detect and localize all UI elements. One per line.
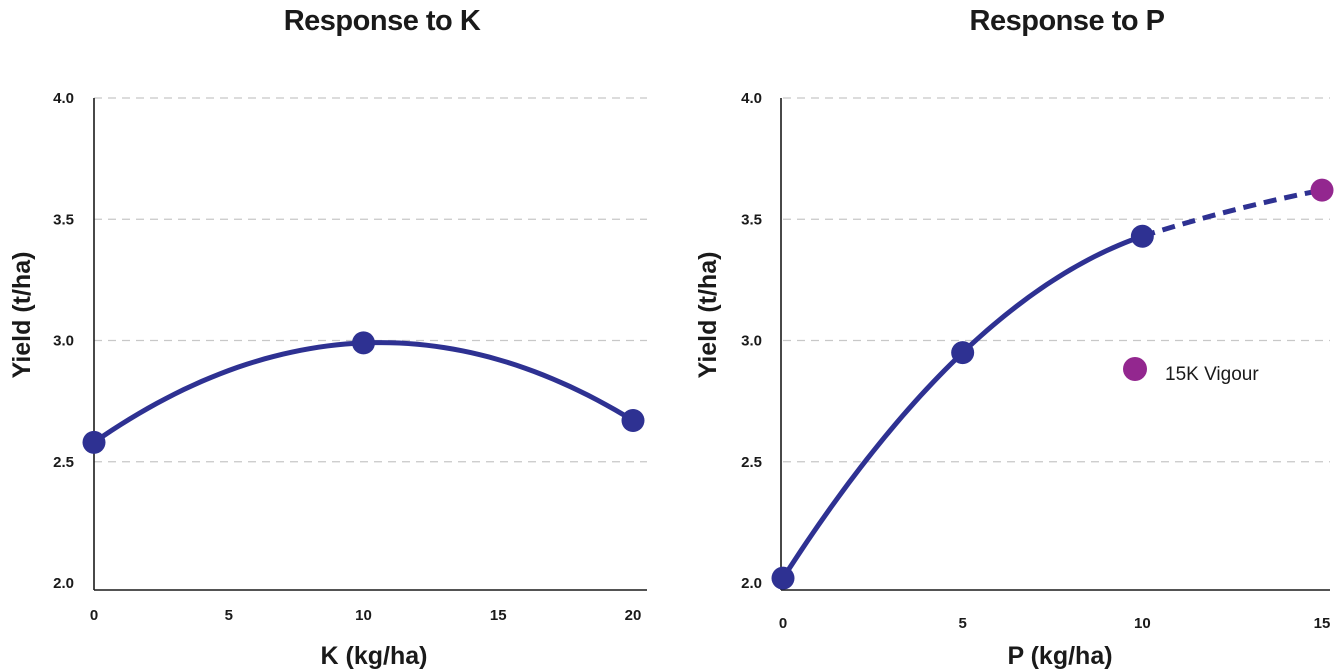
x-tick-label-p: 0 bbox=[779, 615, 787, 632]
series-extrapolation-p bbox=[1141, 187, 1323, 239]
data-point-p bbox=[1130, 224, 1154, 248]
x-tick-label-k: 20 bbox=[625, 607, 642, 624]
x-tick-label-k: 15 bbox=[490, 607, 507, 624]
y-tick-label-k: 2.5 bbox=[53, 454, 74, 471]
chart-title-p: Response to P bbox=[970, 5, 1165, 37]
data-point-k bbox=[352, 331, 375, 355]
y-tick-label-k: 3.5 bbox=[53, 211, 74, 228]
legend-label-15k-vigour: 15K Vigour bbox=[1165, 364, 1259, 385]
highlight-point-15k-vigour bbox=[1310, 178, 1334, 202]
chart-title-k: Response to K bbox=[284, 5, 481, 37]
x-axis-label-p: P (kg/ha) bbox=[1007, 642, 1112, 670]
data-point-p bbox=[951, 341, 975, 365]
y-tick-label-k: 4.0 bbox=[53, 90, 74, 107]
x-tick-label-k: 5 bbox=[225, 607, 233, 624]
x-tick-label-p: 5 bbox=[958, 615, 966, 632]
y-tick-label-k: 2.0 bbox=[53, 575, 74, 592]
y-axis-label-k: Yield (t/ha) bbox=[8, 252, 36, 379]
series-line-p bbox=[780, 233, 1145, 581]
data-point-k bbox=[621, 409, 645, 433]
chart-response-to-k: Response to K K (kg/ha) Yield (t/ha) 2.0… bbox=[8, 5, 647, 670]
series-line-k bbox=[91, 340, 636, 445]
y-tick-label-p: 2.0 bbox=[741, 575, 762, 592]
y-tick-label-p: 4.0 bbox=[741, 90, 762, 107]
y-tick-label-p: 3.5 bbox=[741, 211, 762, 228]
x-axis-label-k: K (kg/ha) bbox=[321, 642, 428, 670]
y-tick-label-k: 3.0 bbox=[53, 333, 74, 350]
chart-response-to-p: Response to P P (kg/ha) Yield (t/ha) 2.0… bbox=[694, 5, 1334, 670]
legend-marker-15k-vigour bbox=[1123, 357, 1147, 381]
y-tick-label-p: 2.5 bbox=[741, 454, 762, 471]
x-tick-label-p: 15 bbox=[1314, 615, 1331, 632]
x-tick-label-k: 0 bbox=[90, 607, 98, 624]
x-tick-label-p: 10 bbox=[1134, 615, 1151, 632]
data-point-p bbox=[771, 566, 795, 590]
data-point-k bbox=[82, 430, 106, 454]
y-axis-label-p: Yield (t/ha) bbox=[694, 252, 722, 379]
y-tick-label-p: 3.0 bbox=[741, 333, 762, 350]
x-tick-label-k: 10 bbox=[355, 607, 372, 624]
